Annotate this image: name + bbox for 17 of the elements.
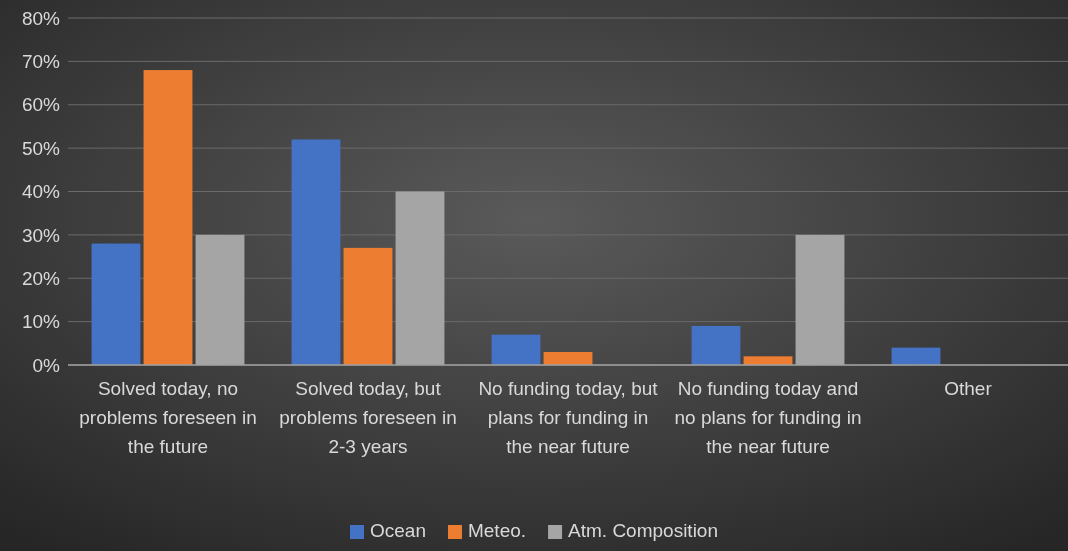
x-tick-label: No funding today and no plans for funding in the near future — [674, 378, 862, 457]
y-tick-label: 60% — [21, 94, 61, 116]
y-tick-label: 80% — [21, 7, 61, 29]
y-tick-label: 40% — [21, 181, 61, 203]
y-tick-label: 50% — [21, 137, 61, 159]
x-tick-label: Solved today, but problems foreseen in 2-3 years — [279, 378, 457, 457]
x-tick-label: No funding today, but plans for funding in the near future — [478, 378, 659, 457]
y-tick-label: 0% — [32, 354, 61, 376]
y-tick-label: 10% — [21, 311, 61, 333]
y-tick-label: 70% — [21, 51, 61, 73]
x-tick-label: Other — [944, 378, 993, 399]
legend-label: Atm. Composition — [568, 520, 719, 541]
legend-label: Meteo. — [467, 520, 527, 541]
y-tick-label: 20% — [21, 267, 61, 289]
legend-label: Ocean — [370, 520, 426, 541]
y-tick-label: 30% — [21, 224, 61, 246]
x-tick-label: Solved today, no problems foreseen in the future — [79, 378, 257, 457]
